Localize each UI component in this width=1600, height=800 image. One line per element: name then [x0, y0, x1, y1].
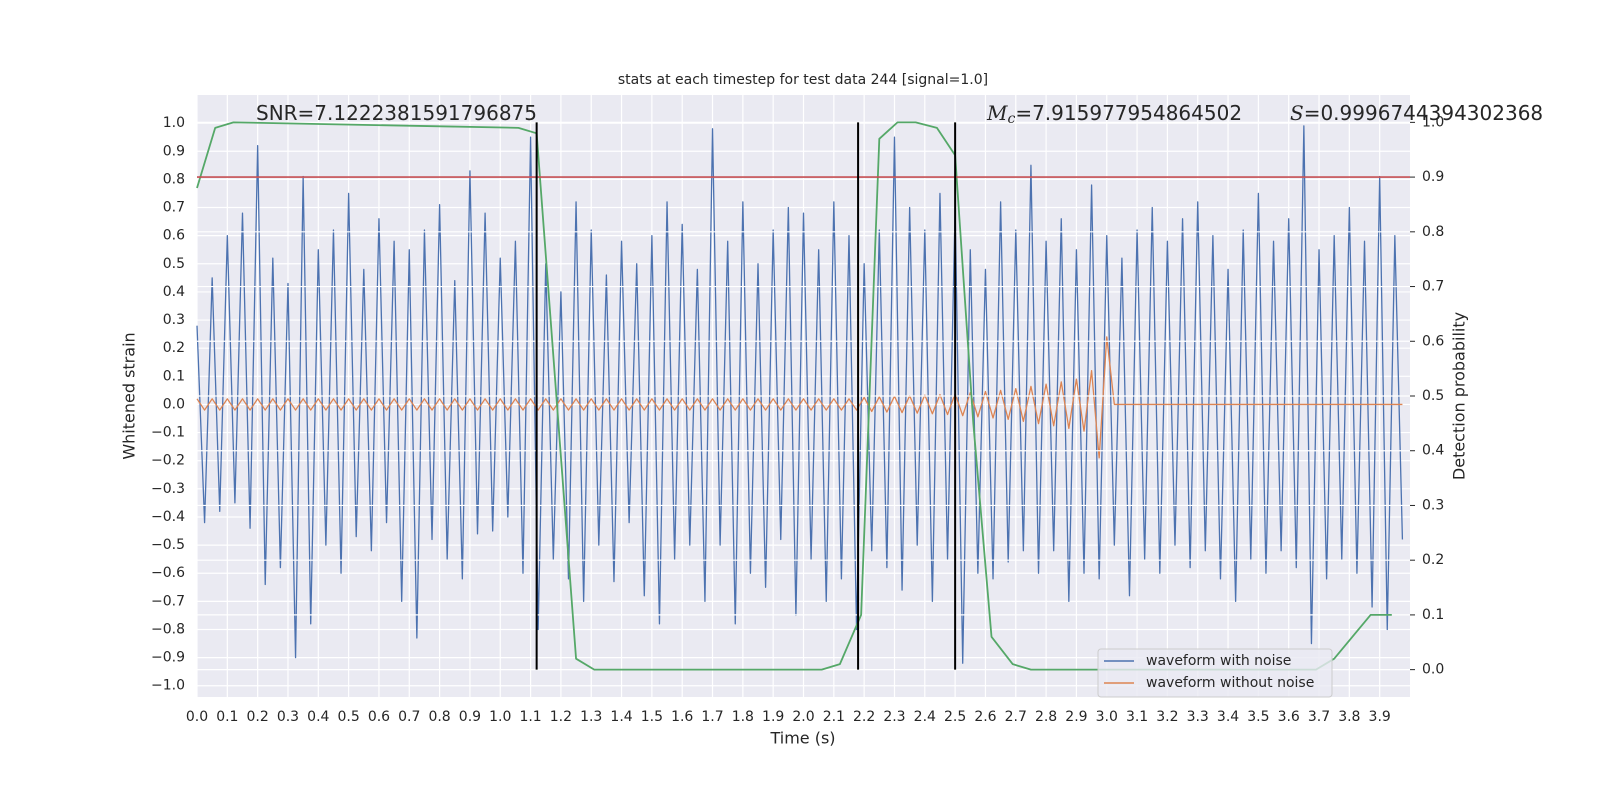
- x-tick-label: 2.5: [944, 709, 966, 725]
- y-tick-label: −0.1: [151, 425, 185, 441]
- annotation-symbol: S: [1290, 101, 1304, 125]
- y-tick-label: 1.0: [163, 115, 185, 131]
- annotation-subscript: c: [1007, 111, 1015, 127]
- y-axis-label: Whitened strain: [120, 332, 139, 459]
- y-tick-label: 0.1: [163, 368, 185, 384]
- annotation-text: SNR=7.1222381591796875: [256, 101, 537, 125]
- x-tick-label: 0.0: [186, 709, 208, 725]
- x-tick-label: 1.1: [519, 709, 541, 725]
- x-tick-label: 0.7: [398, 709, 420, 725]
- y-tick-label: 0.6: [163, 228, 185, 244]
- y-tick-label: 0.9: [163, 143, 185, 159]
- y-tick-label: −0.4: [151, 509, 185, 525]
- x-tick-label: 2.2: [853, 709, 875, 725]
- chart-title: stats at each timestep for test data 244…: [618, 72, 988, 88]
- annotation: S=0.9996744394302368: [1290, 101, 1543, 125]
- y-tick-label: 0.8: [163, 171, 185, 187]
- y-tick-label: 0.5: [163, 256, 185, 272]
- x-tick-label: 3.8: [1338, 709, 1360, 725]
- x-tick-label: 3.5: [1247, 709, 1269, 725]
- annotation-text: =0.9996744394302368: [1304, 101, 1543, 125]
- y2-tick-label: 0.6: [1422, 333, 1444, 349]
- x-tick-label: 3.6: [1278, 709, 1300, 725]
- y-tick-label: −1.0: [151, 678, 185, 694]
- x-tick-label: 0.8: [428, 709, 450, 725]
- y-tick-label: 0.0: [163, 396, 185, 412]
- x-tick-label: 2.3: [883, 709, 905, 725]
- x-tick-label: 3.3: [1187, 709, 1209, 725]
- x-tick-label: 2.8: [1035, 709, 1057, 725]
- legend-label: waveform without noise: [1146, 675, 1314, 691]
- x-tick-label: 0.1: [216, 709, 238, 725]
- x-tick-label: 0.6: [368, 709, 390, 725]
- x-tick-label: 1.9: [762, 709, 784, 725]
- y2-tick-label: 0.2: [1422, 552, 1444, 568]
- x-tick-label: 1.6: [671, 709, 693, 725]
- y2-tick-label: 0.8: [1422, 224, 1444, 240]
- x-tick-label: 0.9: [459, 709, 481, 725]
- x-tick-label: 3.0: [1096, 709, 1118, 725]
- y-tick-label: −0.9: [151, 650, 185, 666]
- x-tick-label: 1.2: [550, 709, 572, 725]
- x-tick-label: 1.3: [580, 709, 602, 725]
- y-tick-label: −0.7: [151, 593, 185, 609]
- y-tick-label: 0.4: [163, 284, 185, 300]
- x-tick-label: 3.1: [1126, 709, 1148, 725]
- x-tick-label: 3.2: [1156, 709, 1178, 725]
- y2-tick-label: 0.9: [1422, 169, 1444, 185]
- y2-tick-label: 0.0: [1422, 662, 1444, 678]
- y2-tick-label: 0.1: [1422, 607, 1444, 623]
- annotation-text: =7.915977954864502: [1015, 101, 1242, 125]
- x-tick-label: 0.4: [307, 709, 329, 725]
- x-tick-label: 2.9: [1065, 709, 1087, 725]
- x-tick-label: 0.2: [247, 709, 269, 725]
- x-axis-label: Time (s): [769, 729, 835, 748]
- y-tick-label: −0.8: [151, 621, 185, 637]
- legend-label: waveform with noise: [1146, 653, 1291, 669]
- x-tick-label: 0.3: [277, 709, 299, 725]
- y-tick-label: −0.3: [151, 481, 185, 497]
- annotation-symbol: M: [986, 101, 1008, 125]
- x-tick-label: 2.6: [974, 709, 996, 725]
- series-line: [196, 125, 1404, 664]
- x-tick-label: 1.4: [610, 709, 632, 725]
- annotation: Mc=7.915977954864502: [986, 101, 1242, 128]
- y2-tick-label: 0.5: [1422, 388, 1444, 404]
- x-tick-label: 3.9: [1369, 709, 1391, 725]
- x-tick-label: 1.7: [701, 709, 723, 725]
- x-tick-label: 2.7: [1005, 709, 1027, 725]
- data: [196, 125, 1404, 664]
- y2-tick-label: 0.7: [1422, 279, 1444, 295]
- x-tick-label: 2.0: [792, 709, 814, 725]
- y-tick-label: −0.2: [151, 453, 185, 469]
- legend-box: [1097, 648, 1333, 698]
- x-tick-label: 2.4: [914, 709, 936, 725]
- y-tick-label: −0.6: [151, 565, 185, 581]
- x-tick-label: 0.5: [337, 709, 359, 725]
- x-tick-label: 3.7: [1308, 709, 1330, 725]
- y2-tick-label: 0.3: [1422, 497, 1444, 513]
- y2-tick-label: 1.0: [1422, 114, 1444, 130]
- x-tick-label: 1.5: [641, 709, 663, 725]
- y2-tick-label: 0.4: [1422, 443, 1444, 459]
- x-tick-label: 1.0: [489, 709, 511, 725]
- y-tick-label: 0.7: [163, 200, 185, 216]
- x-tick-label: 2.1: [823, 709, 845, 725]
- y-tick-label: 0.3: [163, 312, 185, 328]
- y-tick-label: 0.2: [163, 340, 185, 356]
- y-tick-label: −0.5: [151, 537, 185, 553]
- annotation: SNR=7.1222381591796875: [256, 101, 537, 125]
- series-line: [196, 336, 1403, 459]
- y2-axis-label: Detection probability: [1450, 312, 1469, 480]
- x-tick-label: 3.4: [1217, 709, 1239, 725]
- x-tick-label: 1.8: [732, 709, 754, 725]
